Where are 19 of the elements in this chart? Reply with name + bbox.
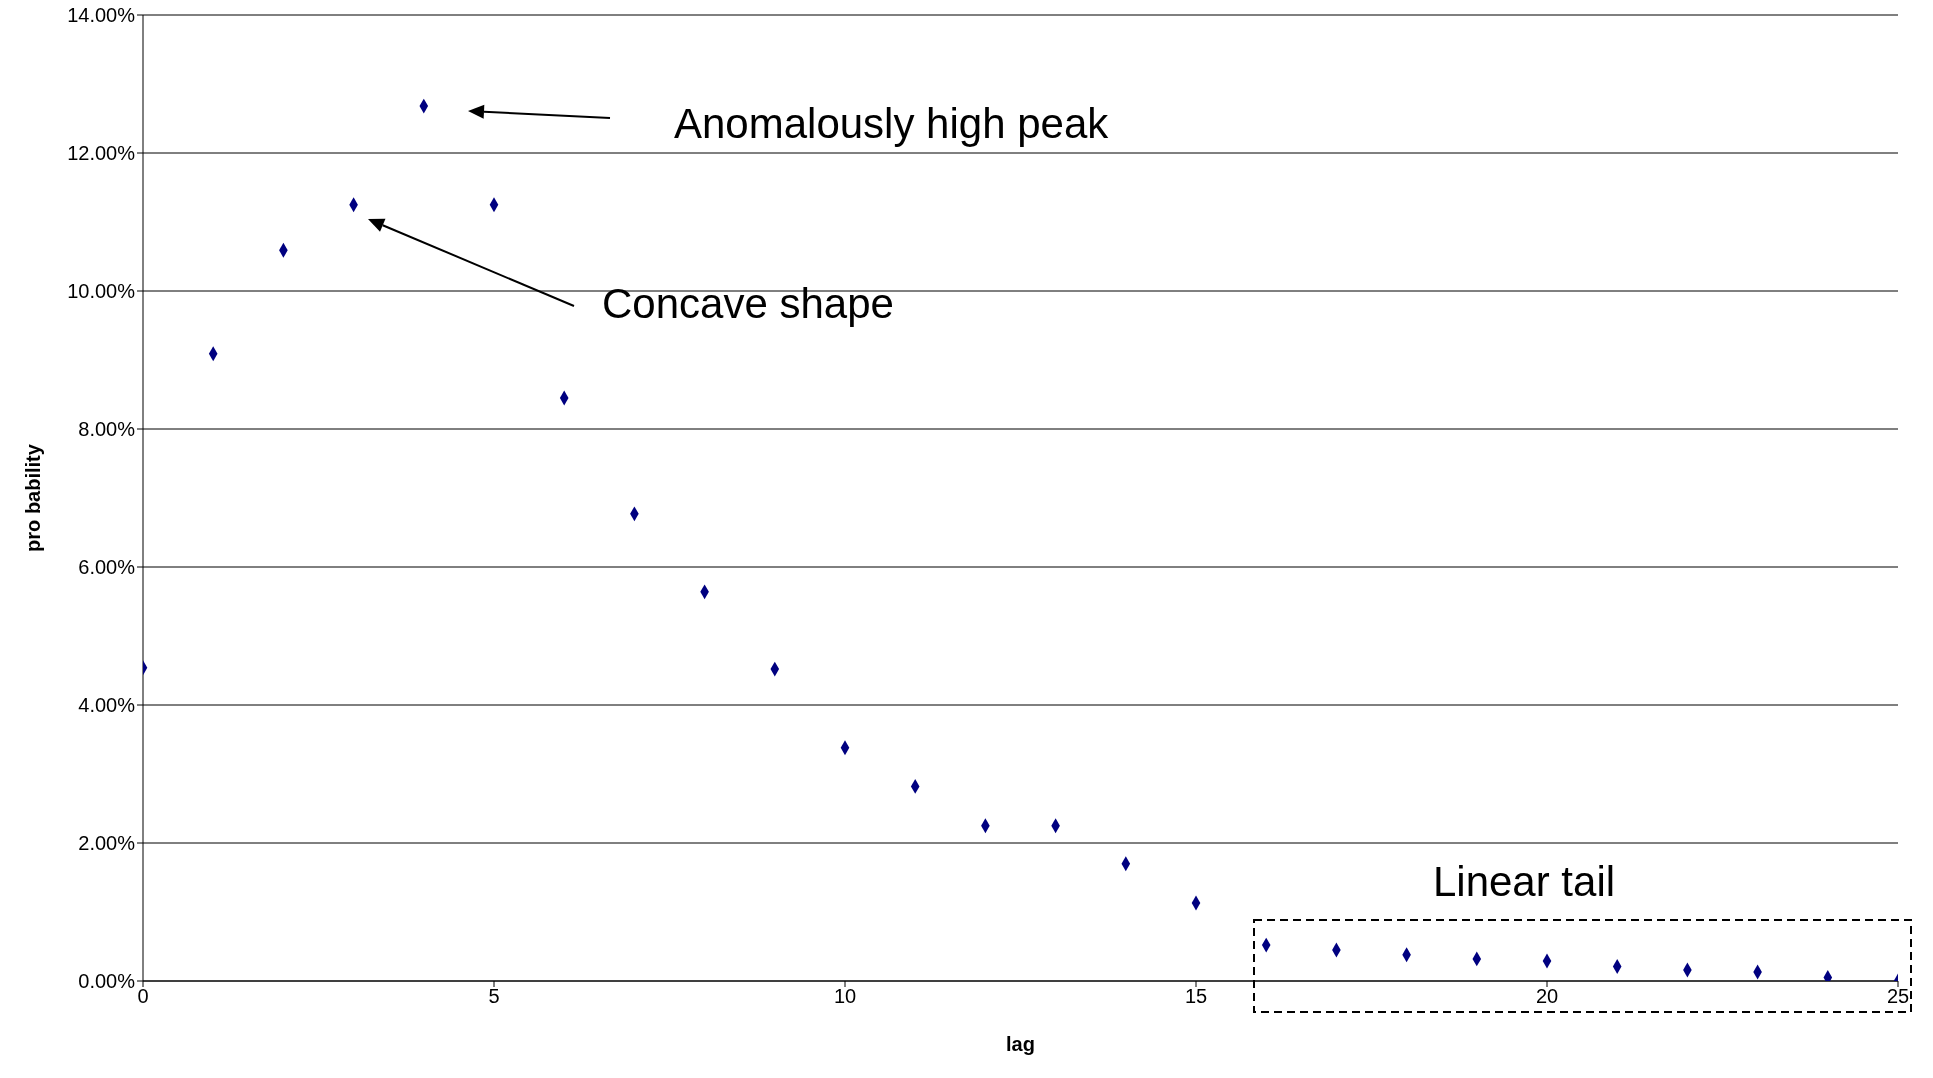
y-tick-label: 8.00%: [78, 418, 136, 441]
y-tick-label: 12.00%: [67, 142, 136, 165]
y-tick-label: 14.00%: [67, 4, 136, 27]
x-tick-label: 5: [488, 985, 500, 1008]
y-tick-label: 4.00%: [78, 694, 136, 717]
annotation: Linear tail: [1432, 858, 1616, 905]
x-tick-label: 10: [833, 985, 857, 1008]
x-tick-label: 15: [1184, 985, 1208, 1008]
x-tick-label: 20: [1535, 985, 1559, 1008]
y-tick-label: 2.00%: [78, 832, 136, 855]
y-tick-label: 6.00%: [78, 556, 136, 579]
x-axis-title: lag: [1006, 1033, 1035, 1055]
y-axis-title: pro bability: [22, 443, 45, 552]
annotation: Anomalously high peak: [674, 100, 1110, 147]
y-tick-label: 10.00%: [67, 280, 136, 303]
x-tick-label: 0: [137, 985, 149, 1008]
annotation: Concave shape: [602, 280, 894, 327]
x-tick-label: 25: [1886, 985, 1910, 1008]
y-tick-label: 0.00%: [78, 970, 136, 993]
